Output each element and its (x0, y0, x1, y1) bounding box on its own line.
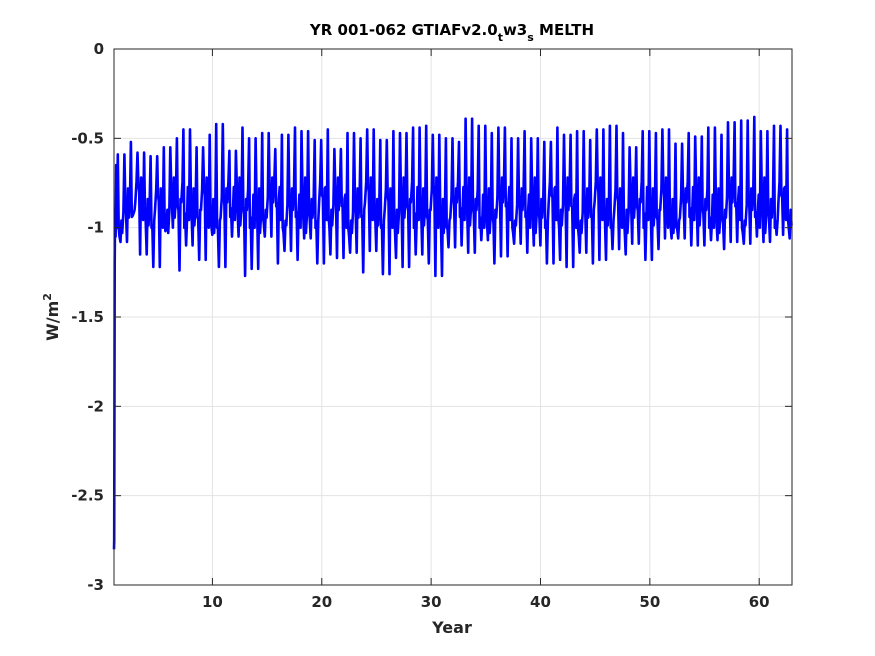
x-tick-label: 20 (311, 593, 332, 611)
x-tick-label: 50 (639, 593, 660, 611)
y-tick-label: -2 (87, 397, 104, 415)
y-tick-label: -1.5 (71, 308, 104, 326)
x-axis-ticks: 10 20 30 40 50 60 (202, 49, 770, 611)
title-tail: MELTH (534, 21, 594, 39)
melth-series-line (112, 115, 793, 550)
y-tick-label: -3 (87, 576, 104, 594)
x-tick-label: 30 (421, 593, 442, 611)
title-subscript-t: t (498, 31, 503, 44)
y-tick-label: -2.5 (71, 487, 104, 505)
title-main: YR 001-062 GTIAFv2.0 (309, 21, 498, 39)
x-tick-label: 60 (749, 593, 770, 611)
y-tick-label: 0 (94, 40, 104, 58)
data-series-group (112, 115, 793, 550)
y-axis-label-base: W/m (43, 301, 62, 341)
x-axis-label: Year (431, 618, 472, 637)
y-tick-label: -0.5 (71, 129, 104, 147)
x-tick-label: 10 (202, 593, 223, 611)
y-axis-label-superscript: 2 (41, 293, 54, 301)
title-middle: w3 (503, 21, 527, 39)
title-subscript-s: s (527, 31, 534, 44)
y-axis-label: W/m2 (41, 293, 62, 341)
x-tick-label: 40 (530, 593, 551, 611)
chart-title: YR 001-062 GTIAFv2.0tw3s MELTH (309, 21, 594, 44)
y-axis-ticks: 0 -0.5 -1 -1.5 -2 -2.5 -3 (71, 40, 792, 594)
y-tick-label: -1 (87, 219, 104, 237)
